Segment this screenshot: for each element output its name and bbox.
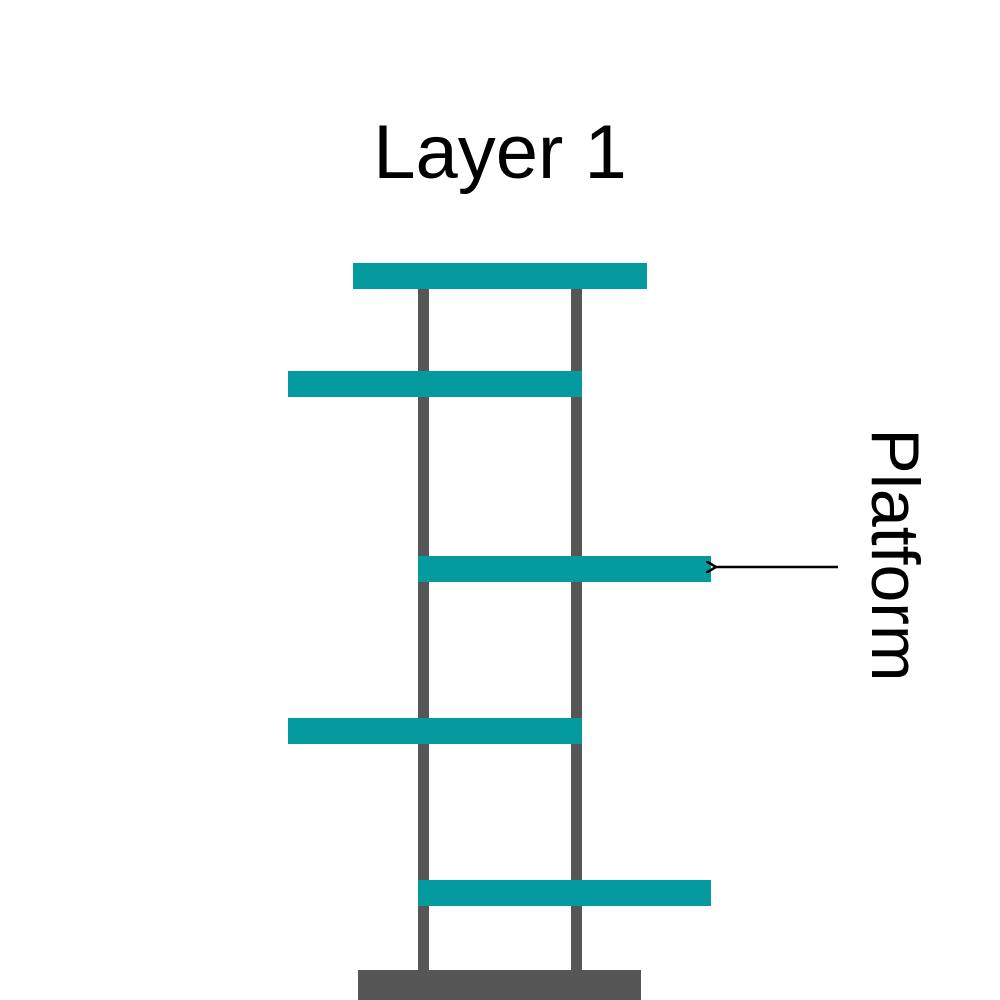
base-slab (358, 970, 641, 1000)
platform-2 (288, 371, 582, 397)
platform-4 (288, 718, 582, 744)
platform-label: Platform (857, 428, 933, 682)
platform-5 (418, 880, 711, 906)
platform-3 (418, 556, 711, 582)
platform-top (353, 263, 647, 289)
right-post (571, 288, 582, 978)
diagram-title: Layer 1 (373, 110, 627, 195)
left-post (418, 288, 429, 978)
